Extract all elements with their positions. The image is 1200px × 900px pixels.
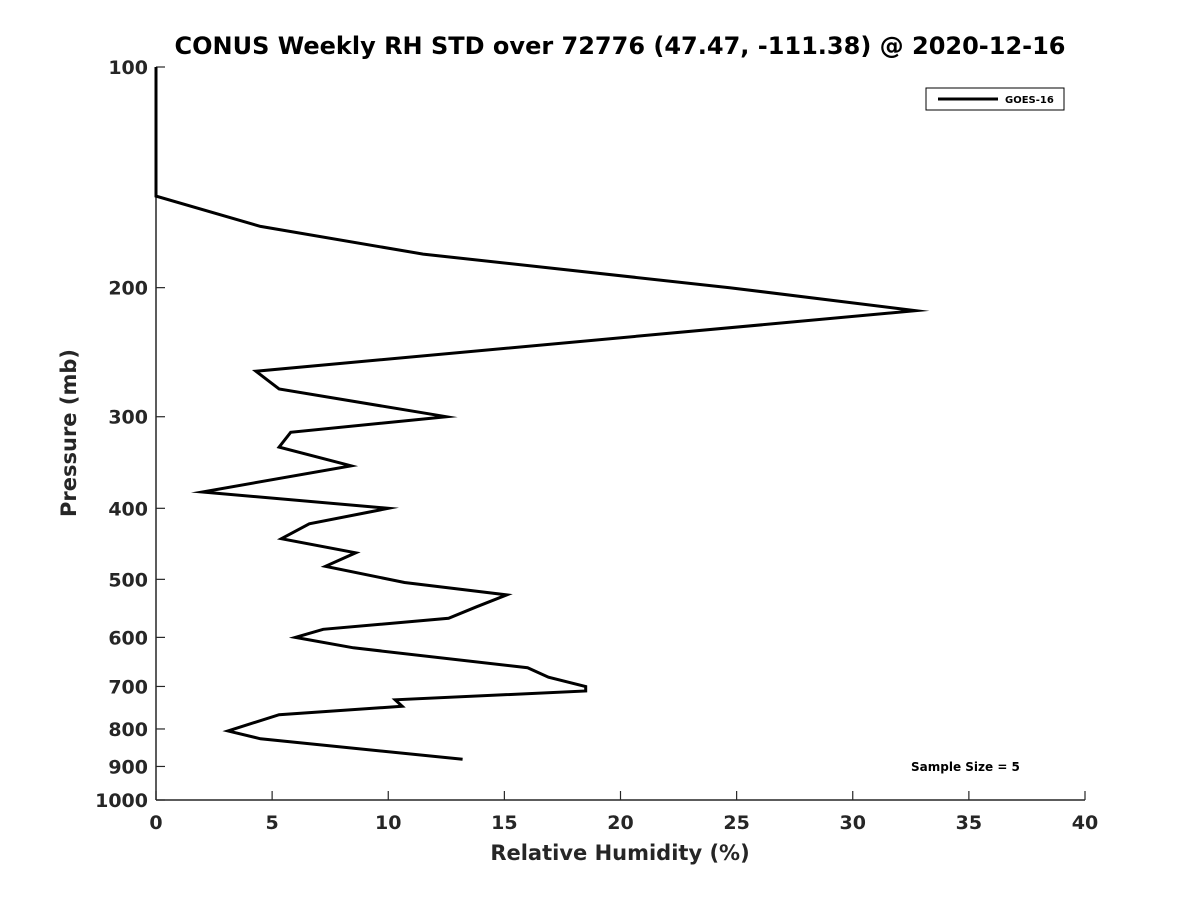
- x-tick-label: 30: [840, 812, 866, 834]
- x-tick-label: 20: [607, 812, 633, 834]
- ticks-layer: 0 5 10 15 20 25 30 35 40 100 200 300 400 500 600 700 800…: [95, 57, 1098, 834]
- sample-size-annotation: Sample Size = 5: [911, 760, 1020, 774]
- series-layer: [154, 67, 930, 761]
- x-tick-label: 40: [1072, 812, 1098, 834]
- y-tick-label: 1000: [95, 790, 148, 812]
- y-axis-label: Pressure (mb): [57, 349, 81, 517]
- x-axis-label: Relative Humidity (%): [490, 841, 749, 865]
- y-tick-label: 400: [108, 498, 148, 520]
- x-tick-label: 5: [266, 812, 279, 834]
- series-line-goes-16: [154, 67, 930, 761]
- y-tick-label: 600: [108, 627, 148, 649]
- x-tick-label: 35: [956, 812, 982, 834]
- x-tick-label: 15: [491, 812, 517, 834]
- legend-label: GOES-16: [1005, 95, 1054, 106]
- y-tick-label: 200: [108, 278, 148, 300]
- x-tick-label: 25: [723, 812, 749, 834]
- y-tick-label: 500: [108, 569, 148, 591]
- y-tick-label: 100: [108, 57, 148, 79]
- x-tick-label: 0: [149, 812, 162, 834]
- x-tick-label: 10: [375, 812, 401, 834]
- y-tick-label: 300: [108, 407, 148, 429]
- legend: GOES-16: [925, 87, 1065, 111]
- y-tick-label: 900: [108, 756, 148, 778]
- y-tick-label: 800: [108, 719, 148, 741]
- chart-title: CONUS Weekly RH STD over 72776 (47.47, -…: [174, 32, 1065, 60]
- y-tick-label: 700: [108, 676, 148, 698]
